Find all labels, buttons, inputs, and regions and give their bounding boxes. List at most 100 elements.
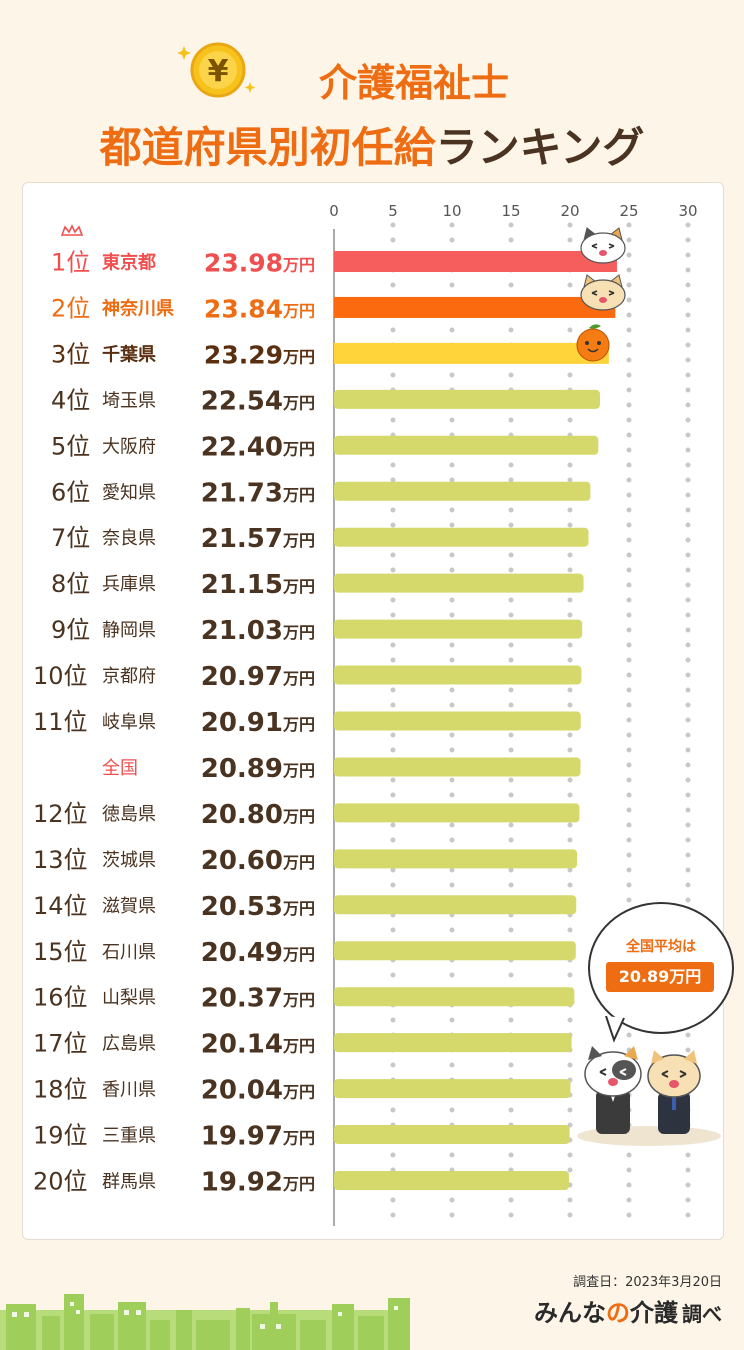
city-skyline-illustration: [0, 1294, 410, 1350]
unit-label: 万円: [282, 393, 315, 412]
svg-text:¥: ¥: [208, 54, 229, 89]
value-label: 21.57: [201, 524, 283, 554]
calico-cat-icon: [580, 227, 626, 264]
bar: [334, 481, 591, 501]
rank-label: 17位: [33, 1030, 88, 1058]
bar: [334, 1125, 570, 1145]
value-label: 20.97: [201, 662, 283, 692]
bar: [334, 987, 575, 1007]
region-name: 大阪府: [102, 436, 156, 457]
rank-label: 16位: [33, 984, 88, 1012]
unit-label: 万円: [282, 1175, 315, 1194]
bar: [334, 1079, 571, 1099]
unit-label: 万円: [282, 761, 315, 780]
unit-label: 万円: [282, 485, 315, 504]
bar: [334, 849, 578, 869]
unit-label: 万円: [282, 715, 315, 734]
value-label: 19.97: [201, 1122, 283, 1152]
region-name: 千葉県: [102, 344, 156, 365]
bar: [334, 665, 582, 685]
rank-label: 2位: [51, 294, 90, 322]
value-label: 20.14: [201, 1030, 283, 1060]
value-label: 20.53: [201, 892, 283, 922]
rank-label: 10位: [33, 662, 88, 690]
title-line-2-main: 都道府県別初任給: [99, 123, 436, 172]
bar: [334, 757, 581, 777]
unit-label: 万円: [282, 945, 315, 964]
bar: [334, 1033, 572, 1053]
source-credit-b: の: [606, 1299, 630, 1327]
bar: [334, 296, 616, 318]
title-line-2-accent: ランキング: [435, 123, 645, 172]
value-label: 23.29: [204, 340, 283, 369]
value-label: 20.04: [201, 1076, 283, 1106]
value-label: 20.37: [201, 984, 283, 1014]
region-name: 岐阜県: [102, 712, 156, 733]
rank-label: 7位: [51, 524, 90, 552]
unit-label: 万円: [282, 531, 315, 550]
rank-label: 19位: [33, 1122, 88, 1150]
x-tick-label: 0: [329, 202, 339, 220]
rank-label: 4位: [51, 386, 90, 414]
rank-label: 6位: [51, 478, 90, 506]
region-name: 埼玉県: [102, 390, 156, 411]
unit-label: 万円: [282, 256, 315, 275]
x-tick-label: 20: [560, 202, 579, 220]
yen-coin-icon: ¥: [178, 42, 256, 98]
bar: [334, 711, 581, 731]
region-name: 静岡県: [102, 620, 156, 641]
value-label: 23.98: [204, 249, 283, 278]
x-tick-label: 30: [678, 202, 697, 220]
bar: [334, 389, 600, 409]
region-name: 神奈川県: [102, 297, 174, 319]
region-name: 兵庫県: [102, 574, 156, 595]
unit-label: 万円: [282, 439, 315, 458]
rank-label: 9位: [51, 616, 90, 644]
region-name: 愛知県: [102, 482, 156, 503]
region-name: 京都府: [102, 666, 156, 687]
callout-tail: [605, 1016, 625, 1043]
average-callout: 全国平均は 20.89万円: [588, 902, 734, 1034]
unit-label: 万円: [282, 1037, 315, 1056]
callout-title: 全国平均は: [626, 939, 696, 955]
x-tick-label: 15: [501, 202, 520, 220]
value-label: 19.92: [201, 1168, 283, 1198]
rank-label: 14位: [33, 892, 88, 920]
crown-icon: [60, 224, 84, 236]
bar: [334, 342, 609, 364]
value-label: 23.84: [204, 294, 283, 323]
rank-label: 13位: [33, 846, 88, 874]
unit-label: 万円: [282, 669, 315, 688]
value-label: 21.15: [201, 570, 283, 600]
source-credit-d: 調べ: [682, 1302, 722, 1326]
value-label: 20.91: [201, 708, 283, 738]
bar: [334, 803, 580, 823]
region-name: 徳島県: [102, 804, 156, 825]
rank-label: 11位: [33, 708, 88, 736]
callout-value: 20.89万円: [606, 962, 714, 992]
value-label: 20.49: [201, 938, 283, 968]
value-label: 20.89: [201, 754, 283, 784]
region-name: 石川県: [102, 942, 156, 963]
value-label: 21.73: [201, 478, 283, 508]
rank-label: 12位: [33, 800, 88, 828]
value-label: 20.60: [201, 846, 283, 876]
region-name: 東京都: [102, 252, 156, 274]
unit-label: 万円: [282, 623, 315, 642]
rank-label: 5位: [51, 432, 90, 460]
region-name: 広島県: [102, 1034, 156, 1055]
unit-label: 万円: [282, 347, 315, 366]
title-line-2: 都道府県別初任給ランキング: [0, 114, 744, 175]
unit-label: 万円: [282, 899, 315, 918]
unit-label: 万円: [282, 853, 315, 872]
unit-label: 万円: [282, 991, 315, 1010]
region-name: 三重県: [102, 1126, 156, 1147]
region-name: 奈良県: [102, 528, 156, 549]
x-tick-label: 5: [388, 202, 398, 220]
rank-label: 1位: [51, 249, 90, 277]
bar: [334, 251, 617, 272]
source-credit: みんなの介護 調べ: [534, 1293, 722, 1328]
value-label: 21.03: [201, 616, 283, 646]
region-name: 香川県: [102, 1080, 156, 1101]
bar: [334, 435, 599, 455]
